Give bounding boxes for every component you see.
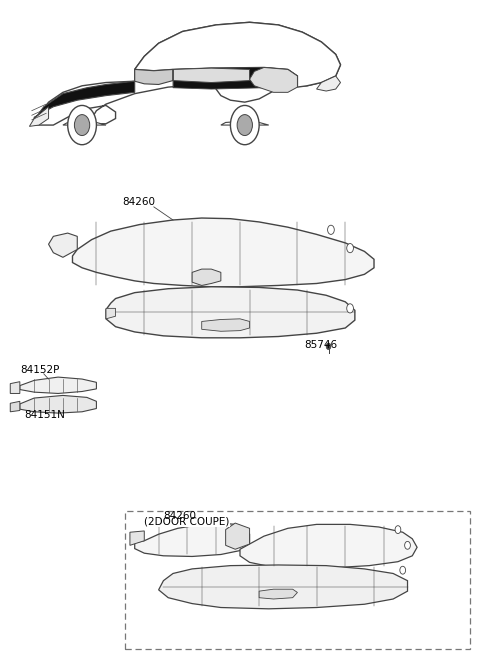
Polygon shape bbox=[34, 81, 135, 120]
Polygon shape bbox=[173, 68, 250, 83]
Text: 84151N: 84151N bbox=[24, 411, 65, 420]
Polygon shape bbox=[34, 22, 340, 125]
Polygon shape bbox=[250, 68, 298, 92]
Polygon shape bbox=[259, 589, 298, 599]
Circle shape bbox=[74, 115, 90, 136]
Polygon shape bbox=[20, 377, 96, 394]
Circle shape bbox=[237, 115, 252, 136]
Polygon shape bbox=[106, 308, 116, 319]
Text: 85746: 85746 bbox=[305, 340, 338, 350]
Text: 84260: 84260 bbox=[123, 197, 156, 207]
Polygon shape bbox=[202, 319, 250, 331]
Polygon shape bbox=[158, 565, 408, 609]
Polygon shape bbox=[72, 218, 374, 287]
Text: 84260: 84260 bbox=[163, 511, 196, 521]
Text: (2DOOR COUPE): (2DOOR COUPE) bbox=[144, 516, 229, 527]
Polygon shape bbox=[135, 523, 250, 556]
Polygon shape bbox=[135, 22, 340, 87]
Bar bbox=[125, 511, 470, 649]
Polygon shape bbox=[130, 531, 144, 545]
Polygon shape bbox=[48, 233, 77, 257]
Polygon shape bbox=[135, 70, 173, 85]
Circle shape bbox=[347, 304, 353, 313]
Circle shape bbox=[347, 243, 353, 253]
Polygon shape bbox=[173, 68, 298, 89]
Circle shape bbox=[405, 541, 410, 549]
Polygon shape bbox=[240, 524, 417, 567]
Circle shape bbox=[327, 225, 334, 234]
Polygon shape bbox=[20, 396, 96, 413]
Circle shape bbox=[400, 566, 406, 574]
Circle shape bbox=[230, 106, 259, 145]
Circle shape bbox=[326, 343, 331, 350]
Circle shape bbox=[395, 525, 401, 533]
Text: 84152P: 84152P bbox=[20, 365, 59, 375]
Polygon shape bbox=[63, 121, 106, 125]
Polygon shape bbox=[226, 523, 250, 549]
Polygon shape bbox=[221, 121, 269, 125]
Polygon shape bbox=[317, 76, 340, 91]
Polygon shape bbox=[106, 287, 355, 338]
Polygon shape bbox=[10, 382, 20, 394]
Polygon shape bbox=[10, 401, 20, 412]
Circle shape bbox=[68, 106, 96, 145]
Polygon shape bbox=[29, 107, 48, 127]
Polygon shape bbox=[192, 269, 221, 285]
